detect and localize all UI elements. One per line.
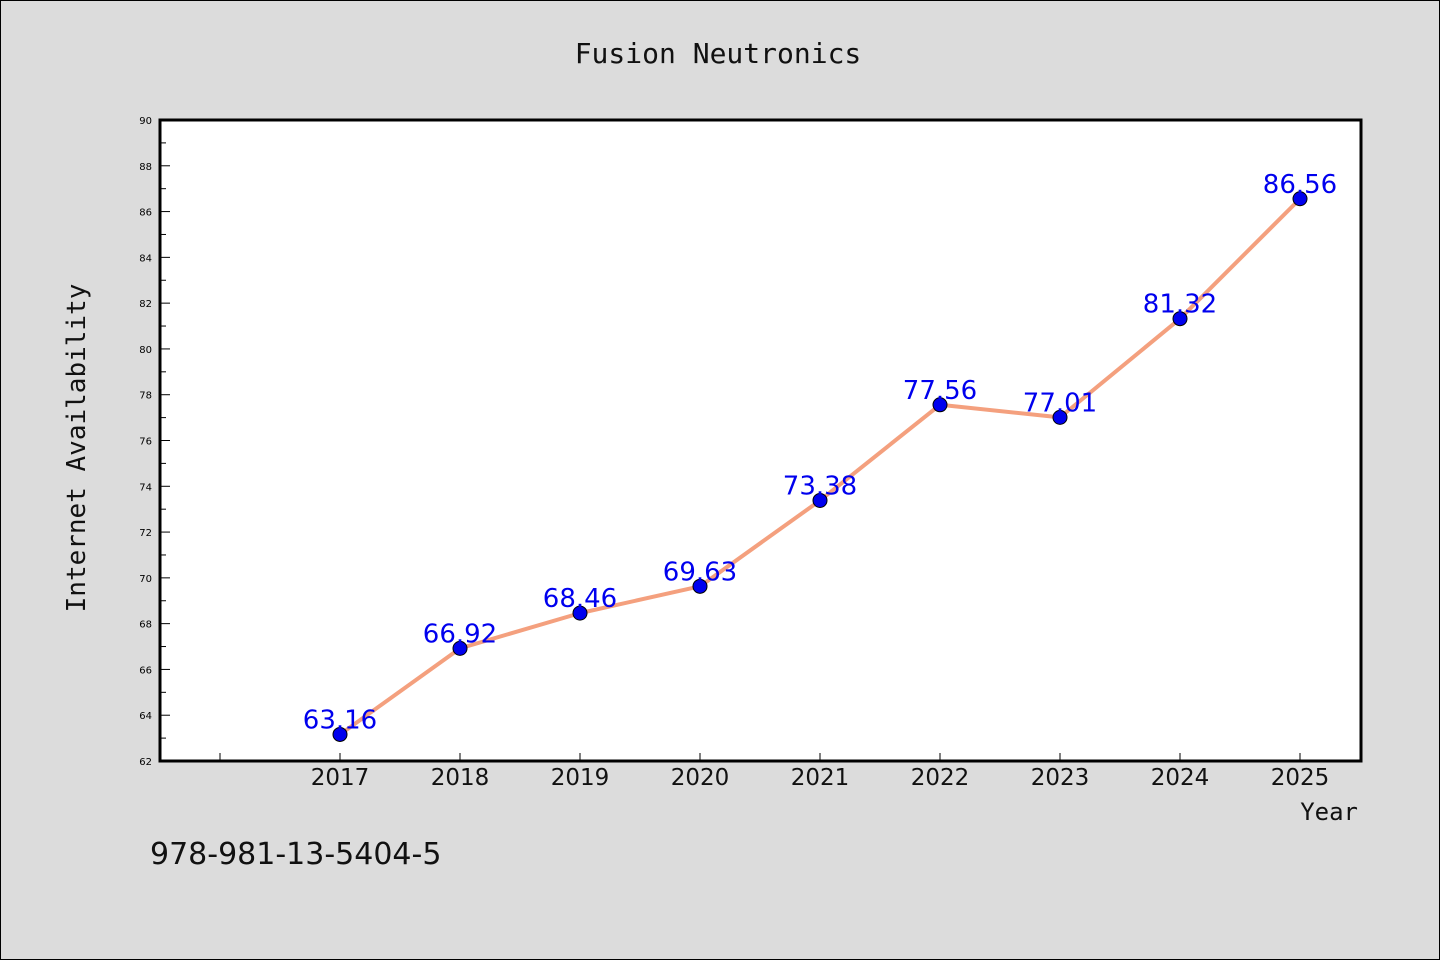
data-label: 66.92 (423, 619, 497, 649)
data-label: 86.56 (1263, 170, 1337, 200)
data-point (452, 640, 468, 656)
x-tick-label: 2023 (1031, 765, 1090, 791)
isbn-text: 978-981-13-5404-5 (150, 837, 441, 872)
y-tick-label: 84 (139, 253, 152, 264)
y-tick-label: 90 (139, 116, 152, 127)
y-tick-label: 88 (139, 162, 152, 173)
y-tick-label: 76 (139, 437, 152, 448)
data-point (1052, 409, 1068, 425)
y-tick-label: 82 (139, 299, 152, 310)
y-tick-label: 86 (139, 208, 152, 219)
y-tick-label: 80 (139, 345, 152, 356)
y-axis: 62 64 66 68 70 72 74 76 78 80 82 84 86 88 90 (139, 116, 170, 768)
x-tick-label: 2017 (311, 765, 370, 791)
data-label: 73.38 (783, 471, 857, 501)
x-tick-label: 2025 (1271, 765, 1330, 791)
data-point (332, 726, 348, 742)
x-tick-label: 2018 (431, 765, 490, 791)
x-tick-label: 2022 (911, 765, 970, 791)
y-tick-label: 78 (139, 391, 152, 402)
x-tick-label: 2021 (791, 765, 850, 791)
x-axis-label: Year (1300, 798, 1358, 826)
data-point (692, 578, 708, 594)
data-label: 77.56 (903, 376, 977, 406)
data-label: 68.46 (543, 584, 617, 614)
data-point (932, 397, 948, 413)
x-tick-label: 2024 (1151, 765, 1210, 791)
y-tick-label: 68 (139, 620, 152, 631)
x-tick-label: 2020 (671, 765, 730, 791)
y-tick-label: 62 (139, 757, 152, 768)
data-point (812, 492, 828, 508)
data-label: 77.01 (1023, 388, 1097, 418)
y-tick-label: 72 (139, 528, 152, 539)
data-label: 69.63 (663, 557, 737, 587)
data-point (1292, 191, 1308, 207)
x-axis: 2017 2018 2019 2020 2021 2022 2023 2024 2025 (219, 753, 1330, 791)
y-tick-label: 74 (139, 482, 152, 493)
data-label: 81.32 (1143, 290, 1217, 320)
y-tick-label: 66 (139, 665, 152, 676)
data-point (1172, 311, 1188, 327)
y-tick-label: 70 (139, 574, 152, 585)
chart-title: Fusion Neutronics (575, 37, 862, 70)
plot-area (158, 118, 1363, 763)
data-labels: 63.16 66.92 68.46 69.63 73.38 77.56 77.01 81.32… (303, 170, 1337, 736)
data-label: 63.16 (303, 705, 377, 735)
data-markers (332, 191, 1308, 742)
x-tick-label: 2019 (551, 765, 610, 791)
data-point (572, 605, 588, 621)
y-axis-label: Internet Availability (62, 284, 92, 613)
y-tick-label: 64 (139, 711, 152, 722)
